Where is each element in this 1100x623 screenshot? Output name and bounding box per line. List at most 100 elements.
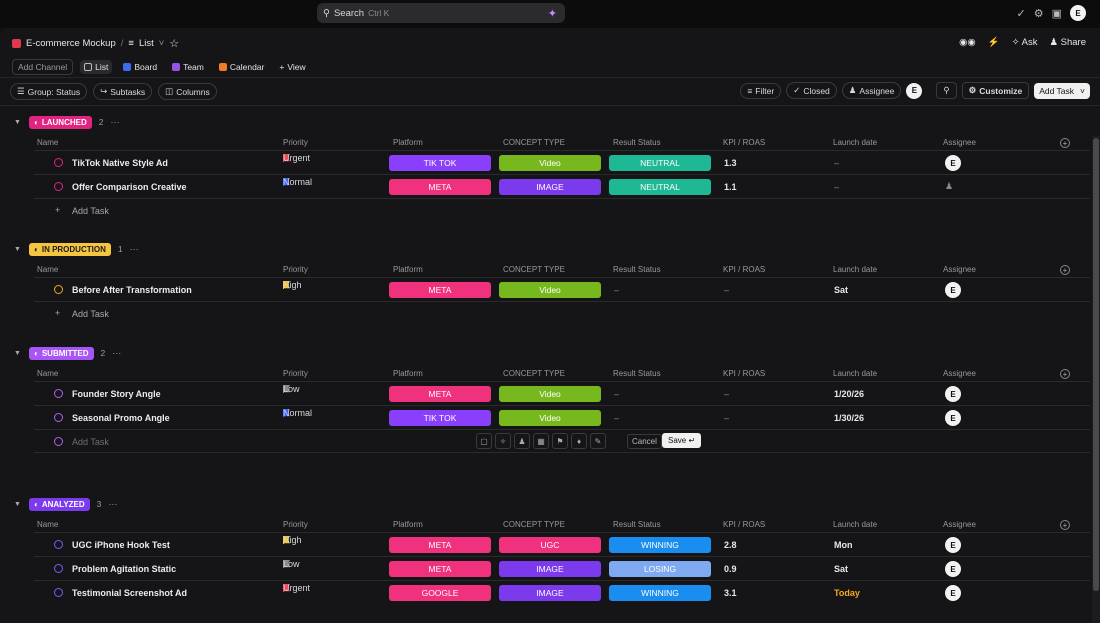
launch-date[interactable]: Mon xyxy=(834,540,853,550)
scrollbar-thumb[interactable] xyxy=(1093,138,1099,591)
task-status-icon[interactable] xyxy=(54,182,63,191)
platform-pill[interactable]: TIK TOK xyxy=(389,410,491,426)
assignee-avatar[interactable]: E xyxy=(945,386,961,402)
column-header[interactable]: Result Status xyxy=(613,138,661,147)
scrollbar[interactable] xyxy=(1092,136,1100,623)
status-badge[interactable]: ◐ LAUNCHED xyxy=(29,115,92,129)
platform-pill[interactable]: META xyxy=(389,386,491,402)
concept-pill[interactable]: Video xyxy=(499,282,601,298)
task-name[interactable]: Problem Agitation Static xyxy=(72,564,177,574)
column-header[interactable]: Priority xyxy=(283,265,308,274)
kpi-value[interactable]: 2.8 xyxy=(724,540,737,550)
task-status-icon[interactable] xyxy=(54,540,63,549)
add-column-icon[interactable]: + xyxy=(1060,265,1070,275)
status-badge[interactable]: ◐ ANALYZED xyxy=(29,497,90,511)
platform-pill[interactable]: TIK TOK xyxy=(389,155,491,171)
concept-pill[interactable]: Video xyxy=(499,410,601,426)
task-status-icon[interactable] xyxy=(54,413,63,422)
glasses-icon[interactable]: ◉◉ xyxy=(959,37,976,48)
more-options-icon[interactable]: ··· xyxy=(112,348,122,358)
add-column-icon[interactable]: + xyxy=(1060,369,1070,379)
column-header[interactable]: CONCEPT TYPE xyxy=(503,369,565,378)
share-button[interactable]: ♟ Share xyxy=(1049,37,1086,48)
column-header[interactable]: Result Status xyxy=(613,265,661,274)
table-row[interactable]: Problem Agitation Static Low META IMAGE … xyxy=(34,556,1090,580)
column-header[interactable]: Launch date xyxy=(833,138,878,147)
task-name[interactable]: Testimonial Screenshot Ad xyxy=(72,588,188,598)
column-header[interactable]: Name xyxy=(37,369,59,378)
lightning-icon[interactable]: ⚡ xyxy=(987,37,1000,48)
launch-date[interactable]: 1/30/26 xyxy=(834,413,865,423)
edit-icon[interactable]: ✎ xyxy=(590,433,606,449)
add-task-button[interactable]: Add Task ˅ xyxy=(1034,82,1090,99)
concept-pill[interactable]: IMAGE xyxy=(499,561,601,577)
column-header[interactable]: KPI / ROAS xyxy=(723,520,766,529)
kpi-value[interactable]: 0.9 xyxy=(724,564,737,574)
task-name[interactable]: Offer Comparison Creative xyxy=(72,182,187,192)
task-name[interactable]: Before After Transformation xyxy=(72,285,192,295)
column-header[interactable]: Assignee xyxy=(943,138,976,147)
settings-icon[interactable]: ⚙ xyxy=(1033,7,1044,20)
column-header[interactable]: KPI / ROAS xyxy=(723,265,766,274)
result-empty[interactable]: – xyxy=(614,413,620,423)
kpi-empty[interactable]: – xyxy=(724,413,730,423)
add-column-icon[interactable]: + xyxy=(1060,520,1070,530)
column-header[interactable]: Priority xyxy=(283,369,308,378)
result-pill[interactable]: NEUTRAL xyxy=(609,155,711,171)
assignee-avatar[interactable]: E xyxy=(945,155,961,171)
platform-pill[interactable]: META xyxy=(389,179,491,195)
task-status-icon[interactable] xyxy=(54,588,63,597)
tab-team[interactable]: Team xyxy=(168,60,208,74)
tab-calendar[interactable]: Calendar xyxy=(215,60,269,74)
column-header[interactable]: Platform xyxy=(393,369,423,378)
add-task-row[interactable]: + Add Task xyxy=(34,198,1090,222)
task-status-icon[interactable] xyxy=(54,158,63,167)
column-header[interactable]: Result Status xyxy=(613,369,661,378)
kpi-value[interactable]: 1.3 xyxy=(724,158,737,168)
new-task-input[interactable]: Add Task xyxy=(72,437,109,447)
table-row[interactable]: Before After Transformation High META Vi… xyxy=(34,277,1090,301)
box-icon[interactable]: ▢ xyxy=(476,433,492,449)
kpi-value[interactable]: 1.1 xyxy=(724,182,737,192)
filter-button[interactable]: ≡ Filter xyxy=(740,82,782,99)
column-header[interactable]: Platform xyxy=(393,265,423,274)
column-header[interactable]: Platform xyxy=(393,138,423,147)
add-assignee-icon[interactable]: ♟ xyxy=(945,181,954,191)
add-column-icon[interactable]: + xyxy=(1060,138,1070,148)
result-empty[interactable]: – xyxy=(614,285,620,295)
result-pill[interactable]: NEUTRAL xyxy=(609,179,711,195)
assignee-avatar[interactable]: E xyxy=(945,561,961,577)
result-empty[interactable]: – xyxy=(614,389,620,399)
result-pill[interactable]: WINNING xyxy=(609,585,711,601)
column-header[interactable]: Launch date xyxy=(833,265,878,274)
more-options-icon[interactable]: ··· xyxy=(129,244,139,254)
star-icon[interactable]: ☆ xyxy=(169,38,180,50)
column-header[interactable]: Priority xyxy=(283,138,308,147)
table-row[interactable]: Offer Comparison Creative Normal META IM… xyxy=(34,174,1090,198)
column-header[interactable]: CONCEPT TYPE xyxy=(503,520,565,529)
task-name[interactable]: UGC iPhone Hook Test xyxy=(72,540,170,550)
result-pill[interactable]: WINNING xyxy=(609,537,711,553)
column-header[interactable]: CONCEPT TYPE xyxy=(503,138,565,147)
column-header[interactable]: Name xyxy=(37,265,59,274)
tab-board[interactable]: Board xyxy=(119,60,161,74)
chevron-down-icon[interactable]: ˅ xyxy=(158,38,165,49)
table-row[interactable]: UGC iPhone Hook Test High META UGC WINNI… xyxy=(34,532,1090,556)
task-name[interactable]: Founder Story Angle xyxy=(72,389,161,399)
result-pill[interactable]: LOSING xyxy=(609,561,711,577)
collapse-caret-icon[interactable]: ▼ xyxy=(14,245,21,253)
tag-icon[interactable]: ♦ xyxy=(571,433,587,449)
platform-pill[interactable]: META xyxy=(389,282,491,298)
add-view-button[interactable]: + View xyxy=(275,60,309,74)
concept-pill[interactable]: UGC xyxy=(499,537,601,553)
launch-date[interactable]: 1/20/26 xyxy=(834,389,865,399)
calendar-icon[interactable]: ▦ xyxy=(533,433,549,449)
column-header[interactable]: KPI / ROAS xyxy=(723,138,766,147)
tab-list[interactable]: List xyxy=(80,60,113,74)
column-header[interactable]: Assignee xyxy=(943,520,976,529)
cancel-button[interactable]: Cancel xyxy=(627,434,662,449)
task-status-icon[interactable] xyxy=(54,564,63,573)
group-status-button[interactable]: ☰ Group: Status xyxy=(10,83,88,100)
new-task-editor[interactable]: Add Task ▢ ✧ ♟ ▦ ⚑ ♦ ✎ Cancel Save ↵ xyxy=(34,429,1090,453)
flag-icon[interactable]: ⚑ xyxy=(552,433,568,449)
